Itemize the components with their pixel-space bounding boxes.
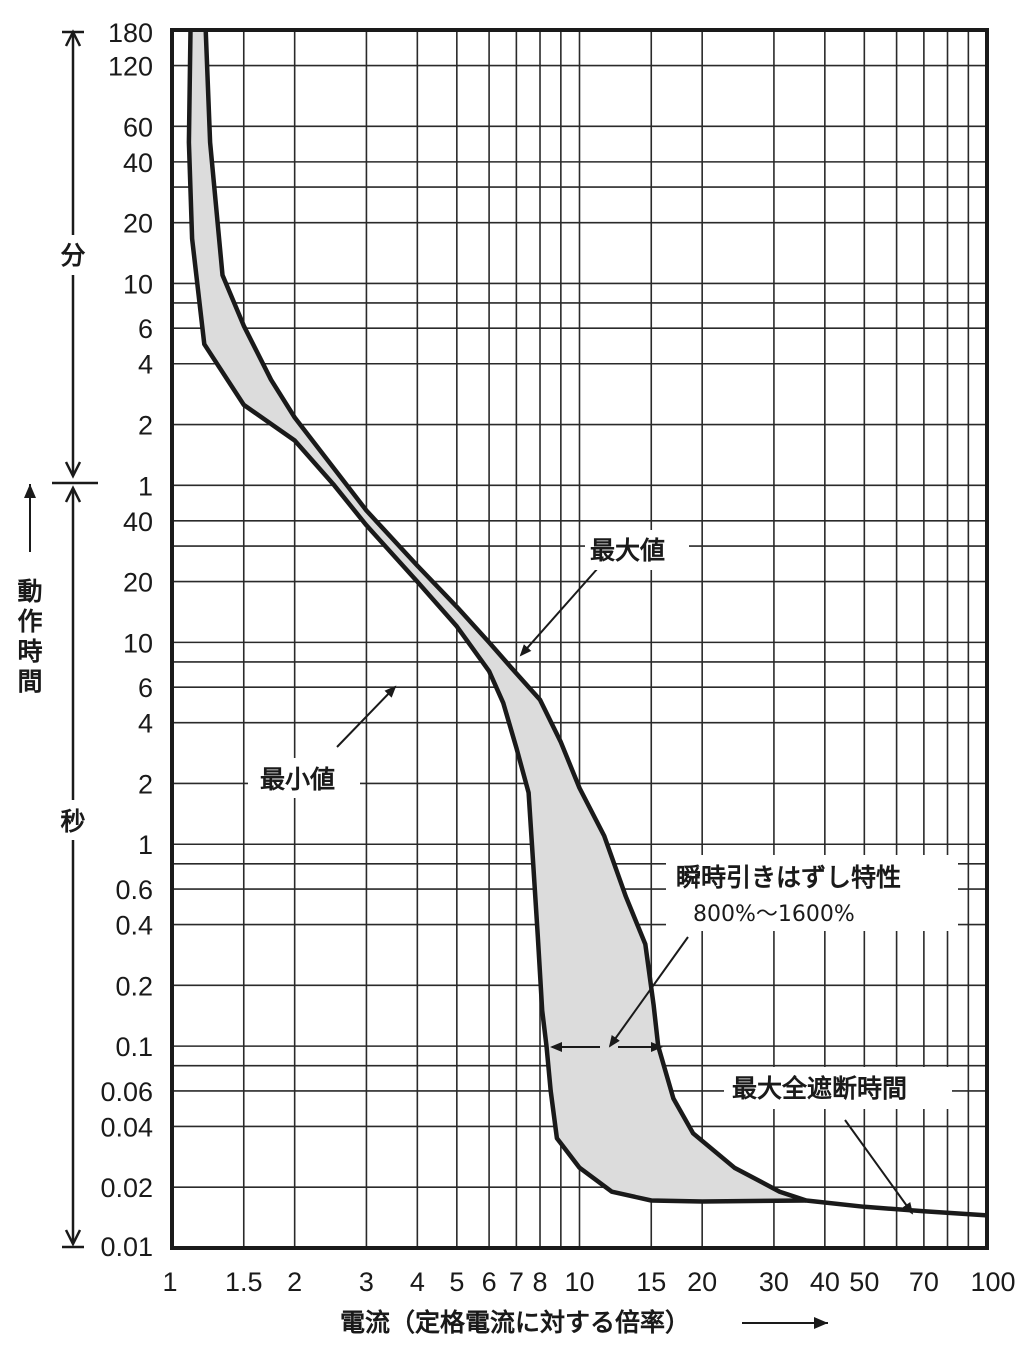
x-tick-label: 6	[482, 1267, 497, 1297]
x-tick-label: 70	[909, 1267, 939, 1297]
x-tick-label: 50	[849, 1267, 879, 1297]
annotation-max-clearing: 最大全遮断時間	[724, 1067, 952, 1215]
x-tick-label: 40	[810, 1267, 840, 1297]
instantaneous-range-label: 800%〜1600%	[693, 902, 855, 927]
band-area	[188, 30, 807, 1202]
y-tick-label: 10	[123, 269, 153, 299]
x-axis-arrow	[742, 1317, 828, 1329]
seconds-label: 秒	[60, 807, 85, 836]
y-tick-label: 40	[123, 148, 153, 178]
x-tick-label: 1	[162, 1267, 177, 1297]
x-axis-label: 電流（定格電流に対する倍率）	[340, 1308, 690, 1337]
x-tick-label: 30	[759, 1267, 789, 1297]
y-tick-label: 0.06	[100, 1077, 153, 1107]
seconds-bracket	[62, 485, 84, 1249]
y-tick-label: 120	[108, 52, 153, 82]
minutes-label: 分	[60, 241, 85, 270]
y-tick-label: 20	[123, 209, 153, 239]
annotation-max: 最大値	[519, 530, 689, 657]
y-tick-label: 20	[123, 568, 153, 598]
x-tick-label: 100	[970, 1267, 1015, 1297]
x-tick-label: 15	[636, 1267, 666, 1297]
x-tick-label: 2	[287, 1267, 302, 1297]
y-tick-label: 2	[138, 411, 153, 441]
curves	[186, 29, 988, 1218]
max-clearing-time-label: 最大全遮断時間	[732, 1074, 907, 1103]
y-tick-label: 180	[108, 18, 153, 48]
x-tick-label: 10	[564, 1267, 594, 1297]
max-curve	[203, 29, 988, 1218]
y-axis-arrow	[24, 484, 36, 552]
y-tick-label: 6	[138, 673, 153, 703]
y-tick-label: 4	[138, 709, 153, 739]
y-tick-label: 40	[123, 507, 153, 537]
plot-frame	[170, 28, 989, 1250]
y-tick-label: 0.6	[115, 875, 153, 905]
y-tick-label: 0.1	[115, 1032, 153, 1062]
x-tick-labels: 1 1.5 2 3 4 5 6 7 8 10 15 20 30 40 50 70 100	[162, 1267, 1015, 1297]
y-tick-label: 4	[138, 350, 153, 380]
y-tick-label: 0.04	[100, 1112, 153, 1142]
y-tick-label: 2	[138, 769, 153, 799]
annotation-min: 最小値	[248, 685, 397, 798]
trip-band	[188, 30, 807, 1202]
x-tick-label: 3	[359, 1267, 374, 1297]
y-tick-label: 10	[123, 628, 153, 658]
min-curve	[186, 29, 807, 1204]
annotation-instantaneous: 瞬時引きはずし特性 800%〜1600%	[550, 855, 958, 1052]
min-value-label: 最小値	[260, 765, 335, 794]
y-tick-label: 60	[123, 112, 153, 142]
y-tick-labels: 180 120 60 40 20 10 6 4 2 1 40 20 10 6 4 2 1 0.6 0.4 0.2 0.1…	[100, 18, 153, 1262]
x-tick-label: 7	[509, 1267, 524, 1297]
y-tick-label: 0.2	[115, 971, 153, 1001]
x-tick-label: 20	[687, 1267, 717, 1297]
y-tick-label: 0.4	[115, 911, 153, 941]
y-tick-label: 0.02	[100, 1173, 153, 1203]
y-tick-label: 6	[138, 314, 153, 344]
y-tick-label: 1	[138, 471, 153, 501]
y-tick-label: 1	[138, 830, 153, 860]
x-tick-label: 4	[410, 1267, 425, 1297]
grid	[172, 30, 987, 1248]
y-axis-title: 動作時間	[17, 577, 42, 696]
max-value-label: 最大値	[590, 536, 665, 565]
x-tick-label: 5	[449, 1267, 464, 1297]
x-tick-label: 1.5	[225, 1267, 263, 1297]
x-tick-label: 8	[532, 1267, 547, 1297]
y-tick-label: 0.01	[100, 1232, 153, 1262]
instantaneous-trip-label: 瞬時引きはずし特性	[676, 863, 901, 892]
